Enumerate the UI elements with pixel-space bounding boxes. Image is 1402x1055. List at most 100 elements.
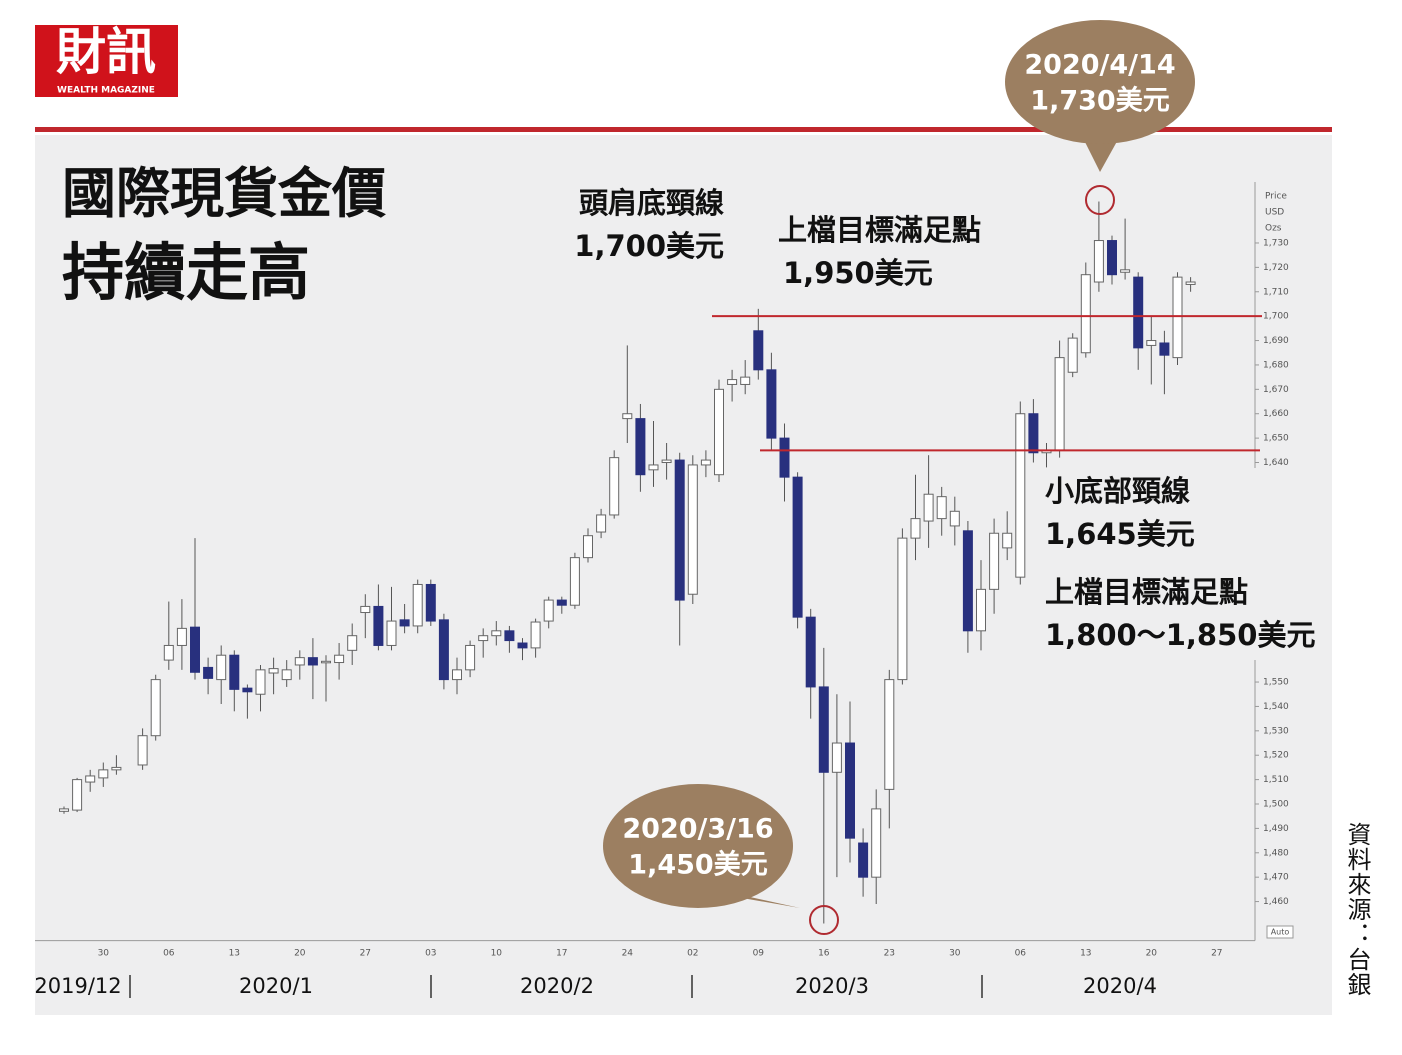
candle-body: [569, 557, 580, 606]
annotation: 1,645美元: [1045, 517, 1195, 551]
x-tick-label: 23: [884, 949, 895, 959]
candle-body: [648, 464, 659, 471]
candle-body: [949, 510, 960, 527]
x-tick-label: 30: [98, 949, 110, 959]
candle-body: [740, 376, 751, 385]
y-tick-label: 1,480: [1263, 848, 1289, 858]
annotation: 上檔目標滿足點: [778, 213, 981, 247]
annotation: 小底部頸線: [1045, 474, 1190, 508]
candle-body: [190, 626, 200, 673]
y-tick-label: 1,460: [1263, 897, 1289, 907]
annotation-backdrop: [1036, 468, 1316, 660]
candle-body: [216, 654, 227, 681]
candle-body: [176, 627, 187, 646]
candle-body: [871, 808, 882, 878]
x-tick-label: 10: [491, 949, 503, 959]
candle-body: [334, 654, 345, 664]
candle-body: [1080, 274, 1091, 354]
candle-body: [59, 808, 69, 812]
candle-body: [229, 654, 240, 690]
candle-body: [150, 679, 161, 737]
candle-body: [989, 532, 1000, 590]
candle-body: [766, 369, 777, 439]
chart-subtitle: 持續走高: [62, 236, 310, 309]
candle-body: [72, 779, 83, 811]
candle-body: [425, 583, 436, 622]
x-tick-label: 03: [425, 949, 436, 959]
candle-body: [831, 742, 842, 773]
candle-body: [1015, 413, 1026, 578]
annotation: 上檔目標滿足點: [1045, 575, 1248, 609]
candle-body: [1028, 413, 1039, 454]
candle-body: [556, 599, 567, 606]
y-tick-label: 1,540: [1263, 702, 1289, 712]
axis-badge-box: [1266, 925, 1294, 939]
highlight-circle: [809, 905, 839, 935]
candle-body: [884, 679, 895, 790]
annotation: 頭肩底頸線: [579, 186, 724, 220]
y-tick-label: 1,730: [1263, 238, 1289, 248]
candle-body: [923, 493, 934, 522]
candle-body: [727, 379, 738, 385]
x-tick-label: 06: [163, 949, 175, 959]
candle-body: [111, 766, 122, 771]
candle-body: [1159, 342, 1170, 356]
candle-body: [897, 537, 908, 681]
y-tick-label: 1,640: [1263, 458, 1289, 468]
y-tick-label: 1,670: [1263, 385, 1289, 395]
x-tick-label: 13: [229, 949, 240, 959]
candle-body: [700, 459, 711, 466]
candle-body: [936, 496, 947, 520]
callout-text: 2020/4/14: [1024, 50, 1175, 81]
candle-body: [543, 599, 554, 622]
candle-body: [294, 657, 305, 666]
candle-body: [163, 644, 174, 661]
y-tick-label: 1,550: [1263, 678, 1289, 688]
candle-body: [818, 686, 829, 773]
candle-body: [674, 459, 685, 601]
y-axis-header: Price: [1265, 192, 1287, 202]
y-tick-label: 1,680: [1263, 360, 1289, 370]
candle-body: [976, 588, 986, 632]
month-label: 2020/1: [239, 974, 313, 998]
month-label: 2020/4: [1083, 974, 1157, 998]
y-axis-header: Ozs: [1265, 224, 1282, 234]
candle-body: [412, 583, 423, 627]
candle-body: [255, 669, 266, 695]
candle-body: [661, 459, 672, 464]
x-tick-label: 02: [687, 949, 698, 959]
candle-body: [910, 518, 921, 539]
candle-body: [530, 621, 541, 649]
x-tick-label: 27: [1211, 949, 1222, 959]
candle-body: [962, 530, 973, 632]
candle-body: [1120, 269, 1131, 273]
candle-body: [1093, 240, 1104, 283]
candle-body: [347, 635, 358, 651]
logo-title: 財訊: [56, 22, 156, 81]
candle-body: [98, 769, 109, 779]
candle-body: [792, 476, 803, 618]
candle-body: [845, 742, 855, 839]
candle-body: [1133, 276, 1144, 349]
candle-body: [1002, 532, 1013, 549]
highlight-circle: [1085, 185, 1115, 215]
candle-body: [596, 514, 607, 533]
y-tick-label: 1,530: [1263, 726, 1289, 736]
candle-body: [85, 775, 96, 783]
callout-text: 1,450美元: [628, 849, 767, 881]
y-tick-label: 1,720: [1263, 263, 1289, 273]
candle-body: [360, 605, 371, 614]
y-axis-header: USD: [1265, 208, 1284, 218]
candle-body: [779, 437, 790, 478]
candle-body: [281, 669, 292, 681]
callout-text: 2020/3/16: [622, 814, 773, 845]
candle-body: [622, 413, 633, 420]
logo-subtitle: WEALTH MAGAZINE: [57, 86, 155, 96]
candle-body: [714, 388, 724, 476]
candle-body: [687, 464, 698, 595]
x-tick-label: 17: [556, 949, 567, 959]
y-tick-label: 1,520: [1263, 751, 1289, 761]
candle-body: [858, 842, 869, 878]
